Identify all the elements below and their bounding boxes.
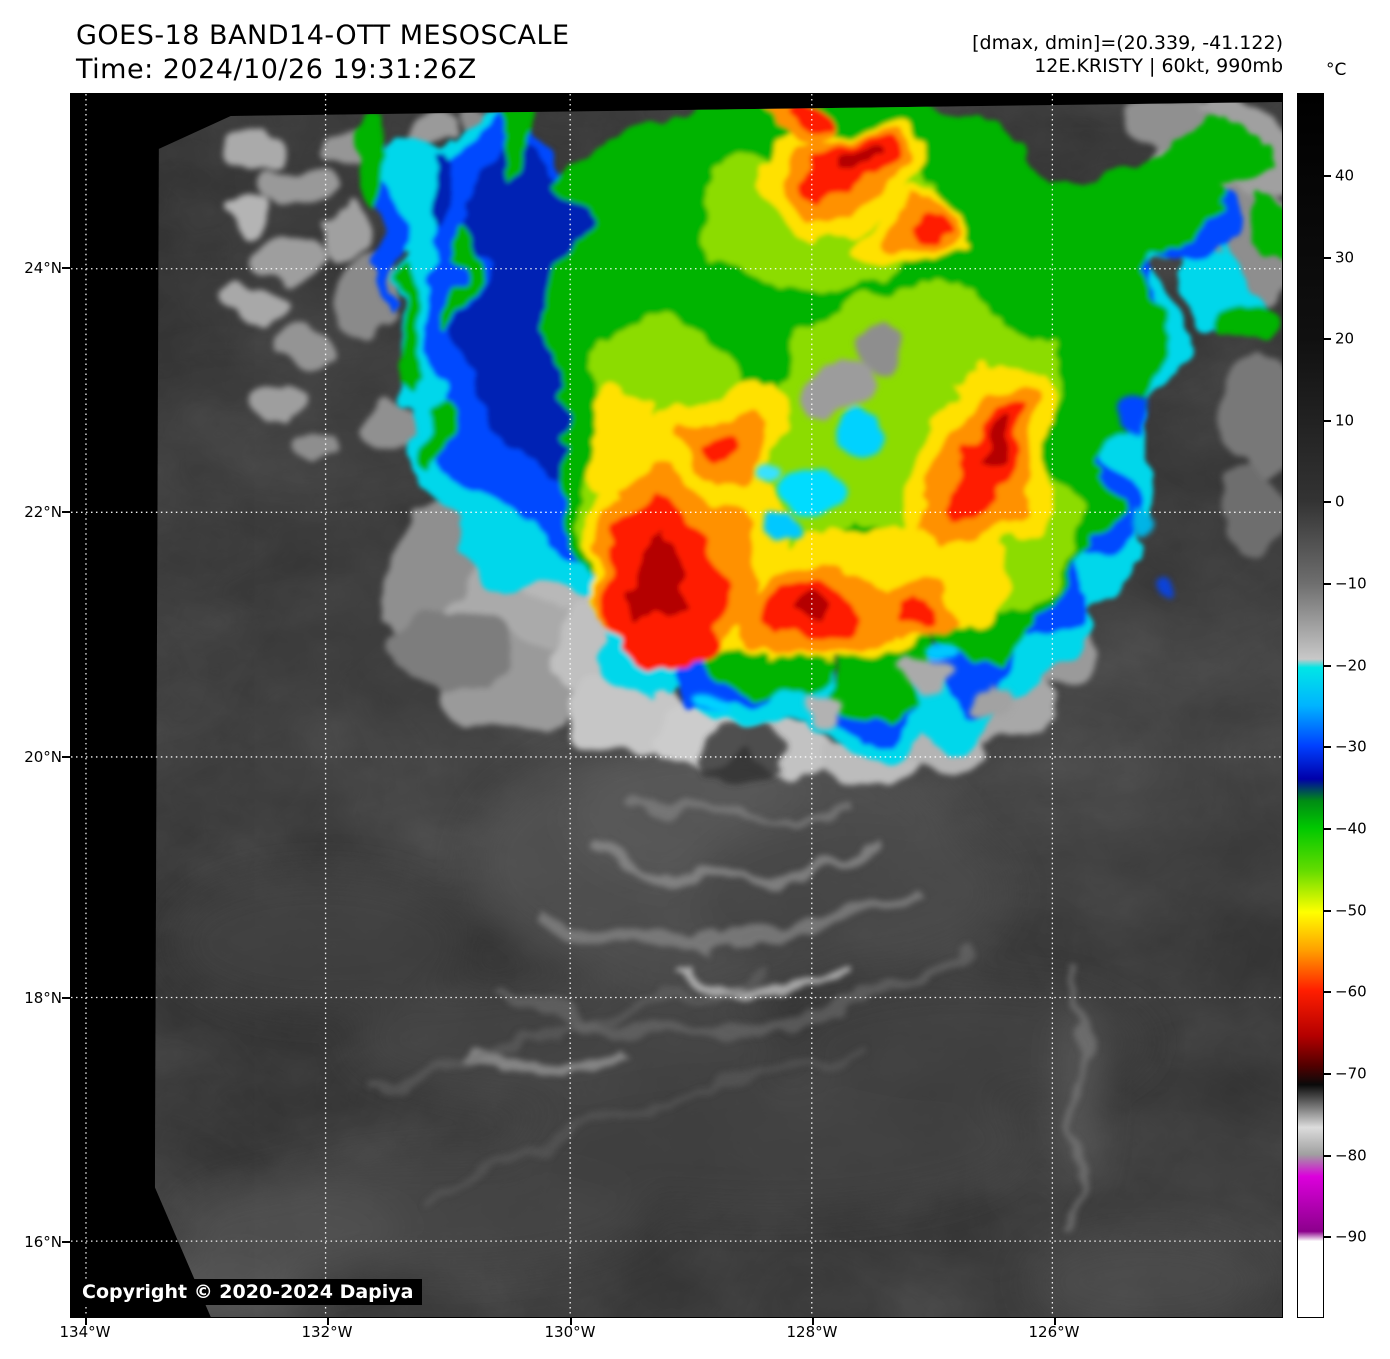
colorbar-tick: 10 [1324, 411, 1355, 430]
convection-layer [357, 101, 1282, 761]
dmax-dmin-readout: [dmax, dmin]=(20.339, -41.122) [972, 32, 1283, 54]
colorbar-tick-mark [1324, 419, 1331, 422]
temperature-colorbar [1297, 93, 1324, 1318]
colorbar-tick-mark [1324, 1235, 1331, 1238]
copyright: Copyright © 2020-2024 Dapiya [73, 1279, 423, 1305]
axis-tick [62, 267, 70, 269]
colorbar-tick: 30 [1324, 248, 1355, 267]
colorbar-tick: −20 [1324, 656, 1367, 675]
colorbar-tick: 0 [1324, 492, 1345, 511]
colorbar-tick-label: −10 [1335, 574, 1367, 593]
colorbar-tick-label: −30 [1335, 737, 1367, 756]
lon-label: 126°W [1028, 1323, 1080, 1341]
swirl-layer [369, 722, 1083, 1243]
colorbar-tick: −10 [1324, 574, 1367, 593]
colorbar-tick-label: −50 [1335, 901, 1367, 920]
colorbar-tick: 20 [1324, 329, 1355, 348]
colorbar-tick-mark [1324, 745, 1331, 748]
colorbar-tick: −60 [1324, 982, 1367, 1001]
satellite-image [71, 94, 1282, 1317]
axis-tick [85, 1318, 87, 1325]
colorbar-tick-label: −40 [1335, 819, 1367, 838]
axis-tick [62, 997, 70, 999]
axis-tick [62, 756, 70, 758]
gridlines [71, 94, 1282, 1317]
colorbar-tick: −90 [1324, 1227, 1367, 1246]
colorbar-tick-label: 20 [1335, 329, 1355, 348]
colorbar-tick-mark [1324, 256, 1331, 259]
colorbar-tick: −80 [1324, 1146, 1367, 1165]
colorbar-tick: −70 [1324, 1064, 1367, 1083]
axis-tick [570, 1318, 572, 1325]
axis-tick [812, 1318, 814, 1325]
colorbar-tick-mark [1324, 1154, 1331, 1157]
colorbar-tick: −30 [1324, 737, 1367, 756]
page-title: GOES-18 BAND14-OTT MESOSCALE [76, 20, 570, 51]
timestamp: Time: 2024/10/26 19:31:26Z [76, 54, 477, 85]
colorbar-tick-label: −60 [1335, 982, 1367, 1001]
canopy-detail-layer [695, 333, 1170, 725]
colorbar-tick-label: −20 [1335, 656, 1367, 675]
lat-label: 22°N [24, 503, 62, 521]
axis-tick [1054, 1318, 1056, 1325]
colorbar-tick: 40 [1324, 166, 1355, 185]
lon-label: 132°W [301, 1323, 353, 1341]
lat-label: 18°N [24, 989, 62, 1007]
lon-label: 134°W [59, 1323, 111, 1341]
colorbar-tick-mark [1324, 990, 1331, 993]
colorbar-unit: °C [1326, 60, 1347, 80]
colorbar-tick-label: 40 [1335, 166, 1355, 185]
colorbar-tick-mark [1324, 337, 1331, 340]
header-info: [dmax, dmin]=(20.339, -41.122) 12E.KRIST… [972, 32, 1283, 78]
colorbar-tick: −40 [1324, 819, 1367, 838]
colorbar-tick-mark [1324, 500, 1331, 503]
colorbar-tick-mark [1324, 909, 1331, 912]
colorbar-tick-mark [1324, 827, 1331, 830]
storm-info: 12E.KRISTY | 60kt, 990mb [1034, 55, 1283, 77]
axis-tick [62, 511, 70, 513]
axis-tick [62, 1241, 70, 1243]
lon-label: 128°W [786, 1323, 838, 1341]
convection-dark-red [622, 139, 1009, 629]
colorbar-tick-mark [1324, 174, 1331, 177]
axis-tick [327, 1318, 329, 1325]
colorbar-tick-label: 10 [1335, 411, 1355, 430]
colorbar-tick-label: 0 [1335, 492, 1345, 511]
satellite-map: Copyright © 2020-2024 Dapiya [70, 93, 1283, 1318]
convection-red [600, 101, 1023, 672]
lat-label: 24°N [24, 259, 62, 277]
colorbar-tick-label: −70 [1335, 1064, 1367, 1083]
lat-label: 16°N [24, 1233, 62, 1251]
colorbar-tick: −50 [1324, 901, 1367, 920]
colorbar-tick-mark [1324, 1072, 1331, 1075]
colorbar-tick-mark [1324, 582, 1331, 585]
colorbar-tick-mark [1324, 664, 1331, 667]
colorbar-tick-label: −80 [1335, 1146, 1367, 1165]
lon-label: 130°W [544, 1323, 596, 1341]
colorbar-tick-label: 30 [1335, 248, 1355, 267]
lat-label: 20°N [24, 748, 62, 766]
colorbar-tick-label: −90 [1335, 1227, 1367, 1246]
